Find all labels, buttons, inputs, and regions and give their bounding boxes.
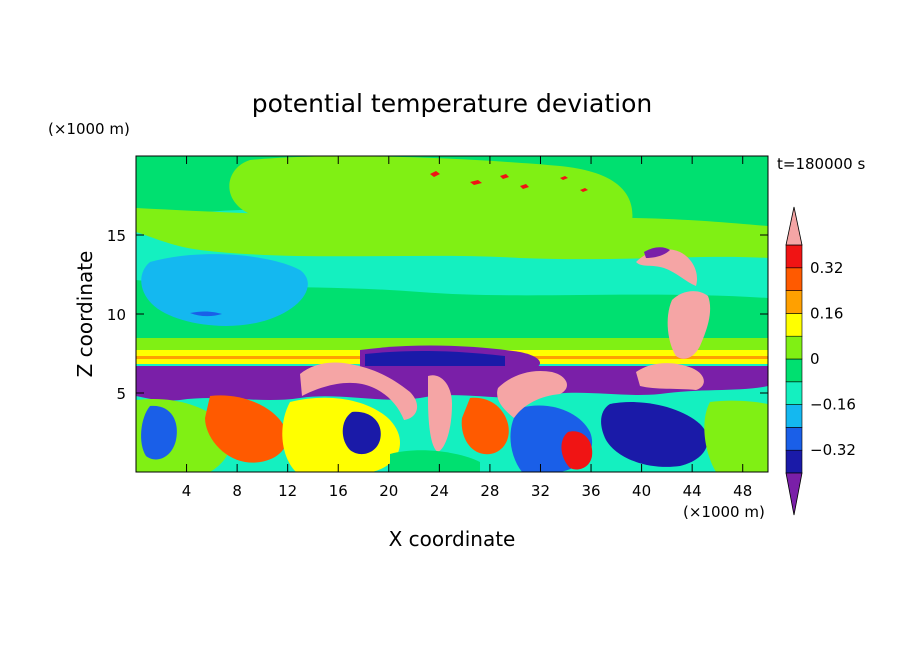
colorbar-segment [785, 335, 803, 360]
x-tick-label: 8 [232, 482, 242, 500]
x-tick-label: 20 [379, 482, 398, 500]
field-warm-band-low [136, 338, 768, 350]
field-cool-blob [141, 254, 308, 326]
x-tick-label: 40 [632, 482, 651, 500]
colorbar-segment [785, 267, 803, 291]
colorbar-segment [785, 244, 803, 269]
colorbar-segment [785, 427, 803, 451]
field-pink-column [667, 291, 711, 359]
x-tick-label: 16 [329, 482, 348, 500]
field-blue-streak [190, 311, 222, 317]
x-unit-label: (×1000 m) [683, 503, 765, 521]
colorbar-segment [785, 381, 803, 405]
field-cold-layer [136, 366, 768, 401]
colorbar-tick-label: 0 [810, 350, 820, 368]
field-lower-warm-3 [704, 400, 768, 472]
colorbar-segment [785, 290, 803, 314]
x-tick-label: 32 [531, 482, 550, 500]
x-tick-label: 44 [683, 482, 702, 500]
y-tick-label: 10 [107, 306, 126, 324]
colorbar-top-arrow [785, 206, 803, 246]
y-axis: 5 10 15 [107, 227, 768, 403]
y-axis-label: Z coordinate [73, 251, 97, 378]
field-pink-plume-4 [636, 363, 704, 390]
field-lower-blue-1 [141, 405, 177, 460]
colorbar-segment [785, 358, 803, 383]
time-label: t=180000 s [777, 155, 865, 173]
x-tick-label: 36 [581, 482, 600, 500]
field-lower-darkblue-1 [342, 411, 381, 455]
field-pink-plume-3 [497, 370, 567, 418]
colorbar: 0.32 0.16 0 −0.16 −0.32 [785, 206, 856, 516]
x-tick-label: 4 [182, 482, 192, 500]
colorbar-tick-label: 0.32 [810, 259, 843, 277]
field-lower-darkblue-2 [601, 402, 708, 467]
field-pink-arc [636, 249, 698, 286]
field-lower-red [561, 431, 593, 470]
colorbar-segment [785, 449, 803, 474]
colorbar-tick-label: −0.32 [810, 441, 856, 459]
field-pink-plume-2 [428, 375, 452, 452]
y-tick-label: 15 [107, 227, 126, 245]
x-axis: 4 8 12 16 20 24 28 32 36 40 44 48 [182, 156, 752, 500]
x-tick-label: 12 [278, 482, 297, 500]
field-purple-arc [644, 247, 670, 258]
colorbar-segment [785, 404, 803, 428]
plot-area [136, 156, 768, 472]
field-cold-blob-2 [365, 350, 505, 366]
colorbar-bottom-arrow [785, 472, 803, 516]
y-unit-label: (×1000 m) [48, 120, 130, 138]
x-axis-label: X coordinate [389, 527, 516, 551]
colorbar-segment [785, 313, 803, 337]
x-tick-label: 28 [480, 482, 499, 500]
colorbar-tick-label: 0.16 [810, 304, 843, 322]
x-tick-label: 24 [430, 482, 449, 500]
field-lower-orange-2 [461, 397, 509, 455]
field-pink-plume-1 [300, 362, 418, 420]
field-lower-bottom-green [390, 450, 480, 472]
y-tick-label: 5 [116, 385, 126, 403]
x-tick-label: 48 [733, 482, 752, 500]
field-lower-orange-1 [205, 395, 288, 463]
field-warm-band [136, 208, 768, 260]
colorbar-tick-label: −0.16 [810, 396, 856, 414]
chart-title: potential temperature deviation [252, 89, 652, 118]
